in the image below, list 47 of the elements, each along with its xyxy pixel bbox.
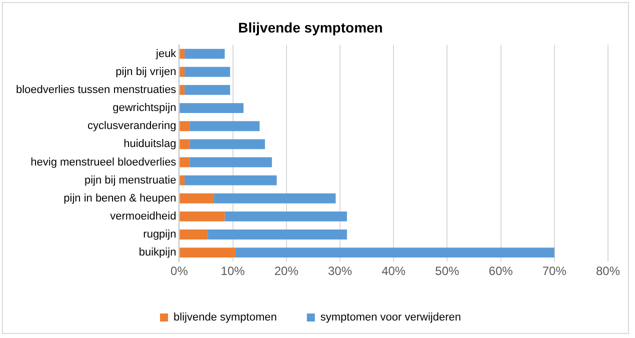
- bar: [180, 66, 185, 77]
- x-tick-label: 60%: [488, 264, 514, 278]
- bar: [224, 211, 347, 222]
- x-tick-label: 40%: [382, 264, 406, 278]
- x-tick-label: 80%: [596, 264, 620, 278]
- bar: [184, 48, 225, 59]
- legend-label: symptomen voor verwijderen: [320, 312, 461, 324]
- y-tick-label: cyclusverandering: [88, 120, 176, 132]
- y-tick-label: pijn bij vrijen: [116, 66, 176, 78]
- bar: [180, 48, 185, 59]
- bar: [184, 85, 230, 95]
- x-tick-label: 20%: [274, 264, 299, 278]
- y-tick-label: pijn in benen & heupen: [64, 192, 176, 204]
- x-tick-label: 70%: [542, 264, 567, 278]
- x-tick-label: 50%: [435, 264, 460, 278]
- bar: [180, 175, 185, 186]
- bar: [180, 139, 190, 150]
- bar: [190, 121, 260, 132]
- y-tick-label: buikpijn: [138, 246, 176, 259]
- bar: [180, 103, 244, 113]
- x-tick-label: 0%: [170, 264, 188, 278]
- bar: [184, 66, 230, 77]
- bar: [184, 175, 277, 186]
- bar: [235, 248, 554, 258]
- bar: [180, 157, 190, 168]
- bar: [180, 193, 214, 204]
- bar: [214, 193, 336, 204]
- legend-label: blijvende symptomen: [174, 312, 277, 324]
- y-tick-label: gewrichtspijn: [112, 102, 176, 114]
- x-tick-label: 10%: [220, 264, 246, 278]
- y-tick-label: pijn bij menstruatie: [84, 174, 176, 186]
- bar: [180, 121, 190, 132]
- bar: [180, 230, 208, 240]
- y-tick-label: jeuk: [155, 48, 177, 60]
- bar: [180, 211, 225, 222]
- bar: [208, 230, 347, 240]
- y-tick-label: hevig menstrueel bloedverlies: [30, 156, 177, 168]
- bar: [190, 139, 265, 150]
- y-tick-label: rugpijn: [143, 228, 176, 241]
- chart-title: Blijvende symptomen: [238, 19, 383, 36]
- bar: [180, 248, 236, 258]
- y-tick-label: huiduitslag: [124, 138, 176, 150]
- bar: [190, 157, 272, 168]
- bar: [180, 85, 185, 95]
- x-tick-label: 30%: [328, 264, 352, 278]
- y-tick-label: bloedverlies tussen menstruaties: [16, 84, 177, 96]
- y-tick-label: vermoeidheid: [110, 210, 176, 222]
